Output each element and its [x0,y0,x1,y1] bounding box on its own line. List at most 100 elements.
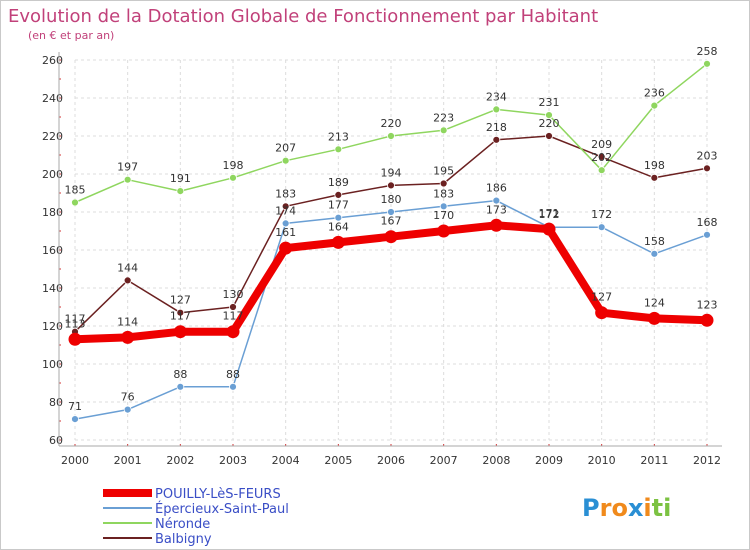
x-tick-label-2004: 2004 [272,454,300,467]
data-point-n-ronde [545,111,553,119]
data-label-n-ronde: 236 [644,87,665,100]
data-point-pouilly-l-s-feurs [68,332,82,346]
logo-letter: P [582,494,600,522]
data-point-n-ronde [387,132,395,140]
data-point-pouilly-l-s-feurs [542,222,556,236]
data-label--percieux-saint-paul: 168 [697,216,718,229]
x-tick-label-2010: 2010 [588,454,616,467]
data-point-n-ronde [71,198,79,207]
data-label-pouilly-l-s-feurs: 117 [170,310,191,323]
data-point--percieux-saint-paul [176,382,185,391]
x-tick-label-2008: 2008 [482,454,510,467]
data-point-balbigny [176,308,185,317]
legend-label--percieux-saint-paul: Épercieux-Saint-Paul [155,501,289,517]
data-point-n-ronde [229,173,237,182]
data-label-balbigny: 127 [170,294,191,307]
data-point--percieux-saint-paul [123,405,132,414]
data-label--percieux-saint-paul: 180 [381,193,402,206]
data-label-n-ronde: 231 [539,96,560,109]
data-point-balbigny [123,276,132,285]
data-label--percieux-saint-paul: 76 [121,391,135,404]
data-point--percieux-saint-paul [439,202,448,211]
data-point-n-ronde [650,101,659,110]
legend: POUILLY-LèS-FEURSÉpercieux-Saint-PaulNér… [103,487,289,547]
x-tick-label-2009: 2009 [535,454,563,467]
data-label-n-ronde: 223 [433,111,454,124]
data-point-n-ronde [281,156,290,165]
legend-label-balbigny: Balbigny [155,532,212,547]
data-label-balbigny: 218 [486,121,507,134]
x-tick-label-2007: 2007 [430,454,458,467]
y-tick-label-240: 240 [42,92,63,105]
data-point-balbigny [229,303,237,311]
logo-letter: o [611,494,628,522]
data-point-pouilly-l-s-feurs [700,313,714,327]
data-label-balbigny: 198 [644,159,665,172]
data-label-pouilly-l-s-feurs: 114 [117,315,138,328]
data-point-balbigny [597,152,606,161]
y-tick-label-160: 160 [42,244,63,257]
y-tick-label-120: 120 [42,320,63,333]
data-label--percieux-saint-paul: 183 [433,187,454,200]
data-label--percieux-saint-paul: 172 [539,208,560,221]
data-point-n-ronde [123,175,132,184]
data-label--percieux-saint-paul: 174 [275,204,296,217]
data-label-pouilly-l-s-feurs: 164 [328,220,349,233]
data-label-pouilly-l-s-feurs: 167 [381,215,402,228]
data-point-n-ronde [334,145,343,154]
data-point-balbigny [439,179,448,188]
data-point--percieux-saint-paul [597,223,606,232]
data-point-balbigny [387,181,395,190]
data-label-pouilly-l-s-feurs: 113 [65,317,86,330]
data-label--percieux-saint-paul: 177 [328,199,349,212]
data-point--percieux-saint-paul [703,230,711,239]
data-point--percieux-saint-paul [387,208,395,216]
data-point-n-ronde [703,59,711,68]
data-label-n-ronde: 198 [223,159,244,172]
data-label-balbigny: 220 [539,117,560,130]
data-point-pouilly-l-s-feurs [173,325,187,339]
data-label-balbigny: 195 [433,165,454,178]
data-label-n-ronde: 185 [65,184,86,197]
data-point-pouilly-l-s-feurs [331,235,345,249]
data-label-n-ronde: 213 [328,130,349,143]
logo-letter: r [600,494,612,522]
x-tick-label-2001: 2001 [114,454,142,467]
data-label-n-ronde: 207 [275,142,296,155]
y-tick-label-260: 260 [42,54,63,67]
data-point-pouilly-l-s-feurs [489,218,503,232]
x-tick-label-2000: 2000 [61,454,89,467]
x-tick-label-2011: 2011 [640,454,668,467]
logo-letter: x [628,494,644,522]
data-label-balbigny: 144 [117,261,138,274]
logo-letter: i [663,494,671,522]
data-point-pouilly-l-s-feurs [647,311,661,325]
data-label-pouilly-l-s-feurs: 171 [539,207,560,220]
data-label-balbigny: 130 [223,288,244,301]
y-tick-label-220: 220 [42,130,63,143]
data-label--percieux-saint-paul: 186 [486,182,507,195]
logo-letter: i [643,494,651,522]
data-labels: 117 144 127 130 183 189 194 195 218 220 209 198 203 1… [65,45,718,413]
data-label-pouilly-l-s-feurs: 170 [433,209,454,222]
data-point-n-ronde [176,187,185,196]
y-tick-label-140: 140 [42,282,63,295]
x-tick-label-2012: 2012 [693,454,721,467]
data-label--percieux-saint-paul: 172 [591,208,612,221]
data-label-pouilly-l-s-feurs: 123 [697,298,718,311]
legend-label-pouilly-l-s-feurs: POUILLY-LèS-FEURS [155,487,281,502]
data-label-pouilly-l-s-feurs: 173 [486,203,507,216]
data-label-balbigny: 203 [697,149,718,162]
data-label-pouilly-l-s-feurs: 127 [591,291,612,304]
data-point--percieux-saint-paul [281,219,290,228]
data-point-pouilly-l-s-feurs [384,230,398,244]
data-point-balbigny [650,173,659,182]
data-label-pouilly-l-s-feurs: 161 [275,226,296,239]
data-label-balbigny: 194 [381,166,402,179]
data-point-balbigny [545,132,553,140]
data-label-n-ronde: 202 [591,151,612,164]
y-tick-label-180: 180 [42,206,63,219]
x-tick-label-2006: 2006 [377,454,405,467]
